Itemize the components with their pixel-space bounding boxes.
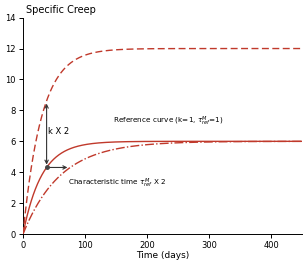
Text: Reference curve (k=1, $\tau_{ref}^{M}$=1): Reference curve (k=1, $\tau_{ref}^{M}$=1…: [113, 115, 224, 128]
Text: Specific Creep: Specific Creep: [26, 5, 96, 15]
Text: Characteristic time $\tau_{ref}^{M}$ X 2: Characteristic time $\tau_{ref}^{M}$ X 2: [68, 176, 166, 190]
X-axis label: Time (days): Time (days): [136, 251, 189, 260]
Text: k X 2: k X 2: [48, 127, 70, 136]
